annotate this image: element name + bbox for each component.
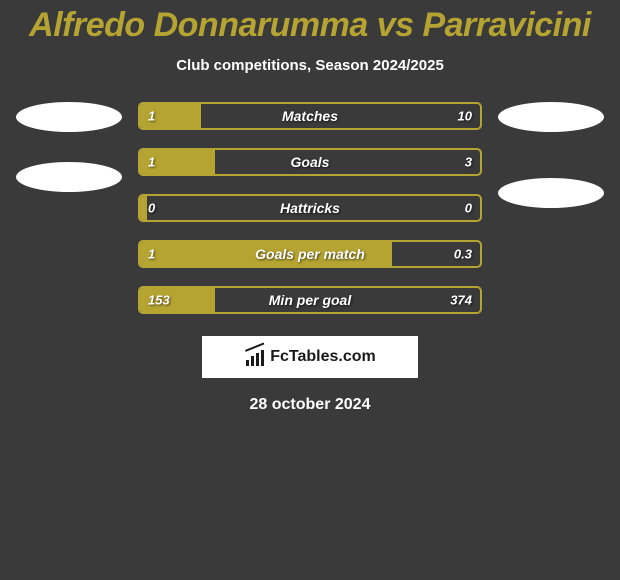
subtitle: Club competitions, Season 2024/2025	[0, 57, 620, 74]
team-badge-right-1	[498, 102, 604, 132]
bar-min-per-goal: 153 Min per goal 374	[138, 286, 482, 314]
bar-left-value: 153	[148, 293, 170, 308]
bar-matches: 1 Matches 10	[138, 102, 482, 130]
bar-left-value: 1	[148, 109, 155, 124]
bar-label: Goals per match	[255, 246, 365, 262]
bar-left-value: 0	[148, 201, 155, 216]
left-badges	[16, 102, 122, 314]
bar-hattricks: 0 Hattricks 0	[138, 194, 482, 222]
bar-label: Matches	[282, 108, 338, 124]
bar-goals-per-match: 1 Goals per match 0.3	[138, 240, 482, 268]
team-badge-left-2	[16, 162, 122, 192]
team-badge-left-1	[16, 102, 122, 132]
bar-label: Min per goal	[269, 292, 351, 308]
bar-right-value: 0	[465, 201, 472, 216]
bar-right-value: 3	[465, 155, 472, 170]
right-badges	[498, 102, 604, 314]
bar-fill	[140, 196, 147, 220]
page-title: Alfredo Donnarumma vs Parravicini	[0, 6, 620, 45]
bar-label: Goals	[291, 154, 330, 170]
bar-goals: 1 Goals 3	[138, 148, 482, 176]
bar-left-value: 1	[148, 155, 155, 170]
bar-left-value: 1	[148, 247, 155, 262]
bar-right-value: 0.3	[454, 247, 472, 262]
logo-text: FcTables.com	[270, 348, 376, 366]
team-badge-right-2	[498, 178, 604, 208]
bar-label: Hattricks	[280, 200, 340, 216]
bar-chart-icon	[244, 348, 266, 366]
date-text: 28 october 2024	[0, 396, 620, 414]
fctables-link[interactable]: FcTables.com	[202, 336, 418, 378]
comparison-bars: 1 Matches 10 1 Goals 3 0 Hattricks 0 1 G…	[138, 102, 482, 314]
bar-right-value: 374	[450, 293, 472, 308]
comparison-card: Alfredo Donnarumma vs Parravicini Club c…	[0, 0, 620, 414]
bar-right-value: 10	[458, 109, 472, 124]
stats-area: 1 Matches 10 1 Goals 3 0 Hattricks 0 1 G…	[0, 102, 620, 314]
